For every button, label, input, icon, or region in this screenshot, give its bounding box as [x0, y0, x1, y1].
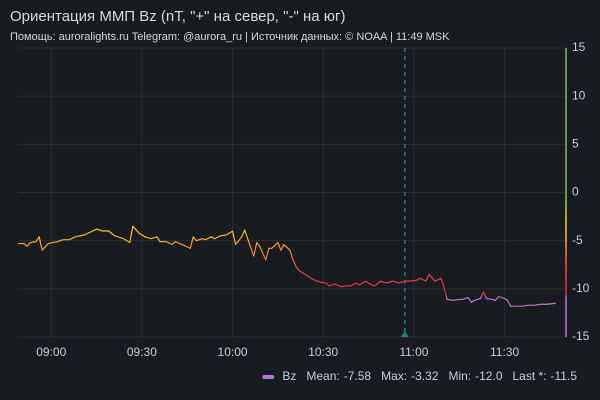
x-tick-label: 11:30 — [490, 345, 519, 359]
x-tick-label: 10:30 — [308, 345, 338, 359]
y-tick-label: 5 — [572, 137, 579, 151]
y-tick-label: -15 — [572, 329, 590, 343]
chart-subtitle: Помощь: auroralights.ru Telegram: @auror… — [10, 31, 450, 43]
x-tick-label: 10:00 — [218, 345, 248, 359]
legend-stat-label: Last *: — [513, 369, 547, 383]
legend: Bz Mean: -7.58 Max: -3.32 Min: -12.0 Last *: -11… — [262, 369, 578, 383]
legend-label: Bz — [282, 369, 296, 383]
y-tick-label: 10 — [572, 88, 586, 102]
y-tick-label: 15 — [572, 40, 586, 54]
x-tick-label: 11:00 — [399, 345, 428, 359]
x-tick-label: 09:30 — [127, 345, 157, 359]
legend-stat-value: -11.5 — [551, 369, 578, 383]
chart-title: Ориентация ММП Bz (nT, "+" на север, "-"… — [10, 8, 345, 25]
legend-stat-label: Max: — [381, 369, 407, 383]
data-line — [18, 225, 556, 307]
x-tick-label: 09:00 — [36, 345, 66, 359]
annotation-marker — [400, 331, 409, 337]
legend-stat-value: -12.0 — [475, 369, 503, 383]
legend-stat-value: -7.58 — [344, 369, 372, 383]
legend-stat-label: Min: — [448, 369, 471, 383]
y-tick-label: 0 — [572, 185, 579, 199]
y-tick-label: -5 — [572, 233, 583, 247]
y-tick-label: -10 — [572, 281, 590, 295]
legend-stat-value: -3.32 — [411, 369, 439, 383]
legend-stat-label: Mean: — [306, 369, 339, 383]
